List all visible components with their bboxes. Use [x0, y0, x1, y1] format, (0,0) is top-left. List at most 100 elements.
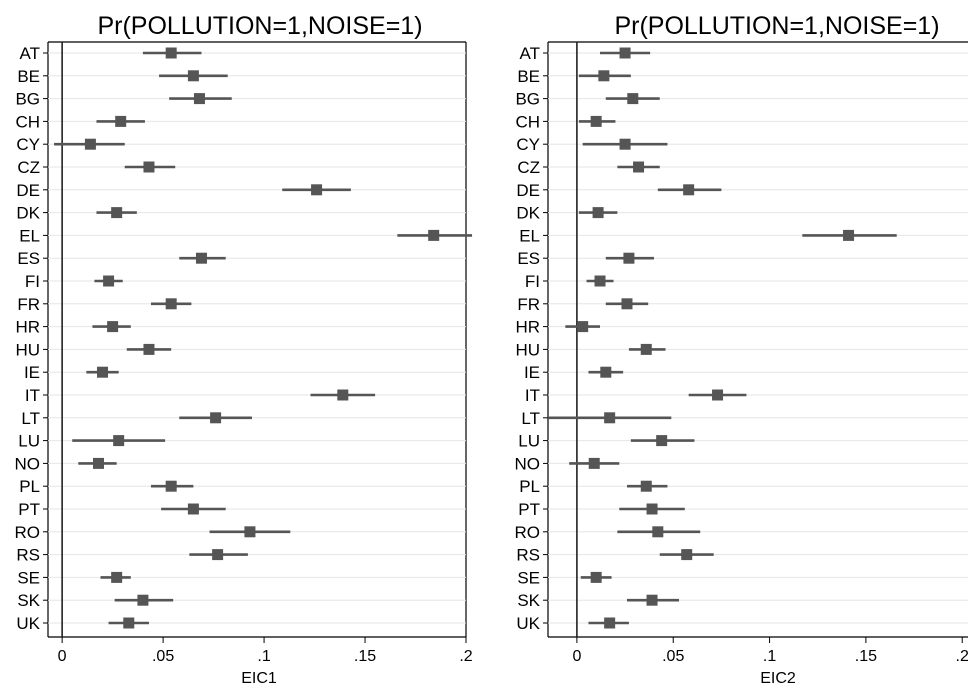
category-label: PT	[518, 500, 540, 519]
point-estimate-no	[92, 457, 104, 469]
category-label: LU	[18, 432, 40, 451]
category-label: UK	[16, 614, 40, 633]
category-label: RS	[16, 546, 40, 565]
category-label: LT	[521, 409, 540, 428]
point-estimate-hr	[577, 321, 589, 333]
category-label: IE	[24, 363, 40, 382]
point-estimate-be	[598, 70, 610, 82]
category-label: IT	[525, 386, 540, 405]
point-estimate-cz	[143, 161, 155, 173]
category-label: FR	[17, 295, 40, 314]
x-axis-label: EIC2	[760, 670, 796, 687]
category-label: PL	[519, 477, 540, 496]
point-estimate-lu	[656, 435, 668, 447]
point-estimate-ro	[244, 526, 256, 538]
point-estimate-rs	[681, 549, 693, 561]
point-estimate-ro	[652, 526, 664, 538]
category-label: EL	[19, 226, 40, 245]
category-label: IT	[25, 386, 40, 405]
point-estimate-ie	[97, 366, 109, 378]
x-tick-label: .2	[956, 648, 968, 665]
point-estimate-uk	[123, 617, 135, 629]
point-estimate-pl	[640, 480, 652, 492]
category-label: SE	[517, 568, 540, 587]
panel-left: Pr(POLLUTION=1,NOISE=1) EIC1 AT BE BG CH CY C…	[15, 12, 473, 687]
point-estimate-bg	[193, 93, 205, 105]
category-label: HU	[515, 340, 540, 359]
point-estimate-uk	[604, 617, 616, 629]
point-estimate-cy	[84, 138, 96, 150]
category-label: BE	[17, 67, 40, 86]
point-estimate-sk	[646, 594, 658, 606]
category-label: BE	[517, 67, 540, 86]
category-label: RO	[515, 523, 541, 542]
point-estimate-at	[619, 47, 631, 59]
x-tick-label: 0	[58, 648, 67, 665]
category-label: AT	[520, 44, 540, 63]
category-label: FI	[525, 272, 540, 291]
point-estimate-pt	[187, 503, 199, 515]
point-estimate-fi	[103, 275, 115, 287]
x-tick-label: .1	[257, 648, 270, 665]
category-label: CZ	[17, 158, 40, 177]
point-estimate-be	[187, 70, 199, 82]
point-estimate-dk	[111, 207, 123, 219]
point-estimate-hu	[143, 343, 155, 355]
category-label: RS	[516, 546, 540, 565]
x-tick-label: .05	[662, 648, 684, 665]
x-tick-label: 0	[572, 648, 581, 665]
category-label: SK	[17, 591, 40, 610]
category-label: DK	[516, 204, 540, 223]
point-estimate-ie	[600, 366, 612, 378]
panel-title: Pr(POLLUTION=1,NOISE=1)	[614, 12, 939, 40]
category-label: SK	[517, 591, 540, 610]
category-label: BG	[15, 90, 40, 109]
x-tick-label: .15	[354, 648, 376, 665]
point-estimate-pl	[165, 480, 177, 492]
point-estimate-it	[337, 389, 349, 401]
point-estimate-el	[843, 229, 855, 241]
category-label: LT	[21, 409, 40, 428]
category-label: SE	[17, 568, 40, 587]
point-estimate-de	[683, 184, 695, 196]
category-label: NO	[515, 454, 541, 473]
category-label: FR	[517, 295, 540, 314]
point-estimate-es	[195, 252, 207, 264]
point-estimate-se	[111, 571, 123, 583]
panel-right: Pr(POLLUTION=1,NOISE=1) EIC2 AT BE BG CH CY C…	[515, 12, 968, 687]
point-estimate-de	[311, 184, 323, 196]
point-estimate-lt	[210, 412, 222, 424]
x-axis-label: EIC1	[241, 670, 277, 687]
point-estimate-dk	[592, 207, 604, 219]
category-label: LU	[518, 432, 540, 451]
category-label: DK	[16, 204, 40, 223]
category-label: CY	[16, 135, 40, 154]
panel-title: Pr(POLLUTION=1,NOISE=1)	[97, 12, 422, 40]
category-label: HR	[15, 318, 40, 337]
point-estimate-rs	[212, 549, 224, 561]
point-estimate-at	[165, 47, 177, 59]
category-label: AT	[20, 44, 40, 63]
category-label: FI	[25, 272, 40, 291]
point-estimate-hr	[107, 321, 119, 333]
category-label: DE	[16, 181, 40, 200]
category-label: NO	[15, 454, 41, 473]
point-estimate-se	[590, 571, 602, 583]
point-estimate-ch	[590, 115, 602, 127]
point-estimate-lt	[604, 412, 616, 424]
point-estimate-fi	[594, 275, 606, 287]
point-estimate-el	[428, 229, 440, 241]
point-estimate-fr	[165, 298, 177, 310]
point-estimate-fr	[621, 298, 633, 310]
category-label: PT	[18, 500, 40, 519]
point-estimate-bg	[627, 93, 639, 105]
category-label: DE	[516, 181, 540, 200]
category-label: UK	[516, 614, 540, 633]
category-label: HR	[515, 318, 540, 337]
point-estimate-pt	[646, 503, 658, 515]
category-label: BG	[515, 90, 540, 109]
category-label: ES	[517, 249, 540, 268]
category-label: PL	[19, 477, 40, 496]
point-estimate-ch	[115, 115, 127, 127]
category-label: CH	[515, 112, 540, 131]
